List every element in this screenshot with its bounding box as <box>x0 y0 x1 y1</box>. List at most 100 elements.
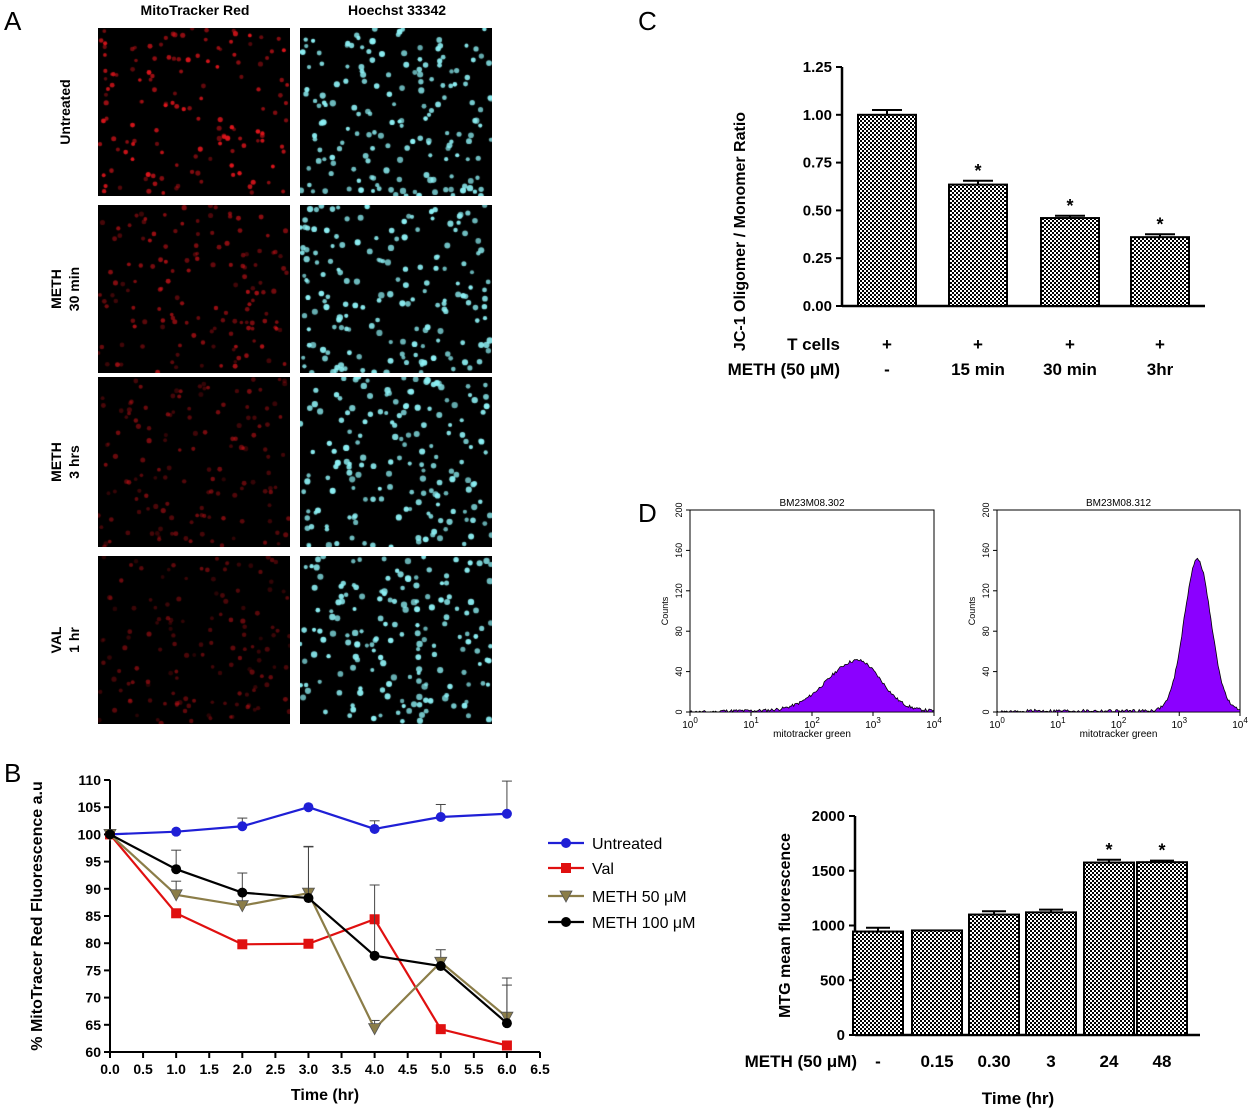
x-tick-label: 102 <box>1111 716 1127 731</box>
data-point <box>303 802 314 813</box>
x-tick-label: 102 <box>804 716 820 731</box>
significance-star: * <box>974 161 981 181</box>
legend-item: METH 100 μM <box>548 915 695 932</box>
y-tick-label: 160 <box>981 543 991 558</box>
y-tick-label: 80 <box>674 626 684 636</box>
category-label: 0.30 <box>977 1052 1010 1071</box>
x-tick-label: 104 <box>926 716 942 731</box>
y-tick-label: 1500 <box>812 863 845 880</box>
y-tick-label: 85 <box>85 908 101 924</box>
legend-marker <box>559 890 573 903</box>
table-cell: + <box>1065 335 1075 354</box>
x-tick-label: 101 <box>1050 716 1066 731</box>
y-tick-label: 1000 <box>812 918 845 935</box>
x-tick-label: 100 <box>989 716 1005 731</box>
y-tick-label: 500 <box>820 972 845 989</box>
data-point <box>105 829 115 840</box>
data-point <box>435 811 446 822</box>
y-tick-label: 0.50 <box>803 202 832 219</box>
y-axis-label: MTG mean fluorescence <box>777 833 794 1018</box>
data-point <box>303 938 314 949</box>
bar <box>948 183 1008 307</box>
x-tick-label: 1.5 <box>199 1061 219 1077</box>
y-tick-label: 95 <box>85 854 101 870</box>
y-tick-label: 60 <box>85 1044 101 1060</box>
data-point <box>237 821 248 832</box>
mitotracker-image <box>98 377 290 547</box>
legend-label: METH 100 μM <box>592 915 695 932</box>
data-point <box>501 1018 512 1029</box>
row-label: 30 min <box>66 267 82 311</box>
hoechst-image <box>300 28 492 196</box>
row-label: METH <box>48 269 64 309</box>
y-tick-label: 0 <box>674 709 684 714</box>
y-tick-label: 200 <box>674 502 684 517</box>
data-point <box>237 939 248 950</box>
data-point <box>237 887 248 898</box>
histogram-1: BM23M08.312 0 40 80 120 160 200 Counts 100 101 102… <box>967 498 1248 740</box>
bar-chart-d: 0 500 1000 1500 2000 MTG mean fluorescence - 0.… <box>745 808 1200 1108</box>
y-tick-label: 0.00 <box>803 298 832 315</box>
y-tick-label: 0 <box>981 709 991 714</box>
row-label: VAL <box>48 626 64 653</box>
y-tick-label: 75 <box>85 962 101 978</box>
y-tick-label: 110 <box>78 772 101 788</box>
x-tick-label: 5.5 <box>464 1061 484 1077</box>
data-point <box>367 1023 382 1036</box>
significance-star: * <box>1066 196 1073 216</box>
column-label-hoechst: Hoechst 33342 <box>348 2 446 18</box>
legend-marker <box>561 917 571 927</box>
bar <box>968 913 1020 1036</box>
bar <box>857 113 917 307</box>
x-tick-label: 2.5 <box>266 1061 286 1077</box>
y-tick-label: 80 <box>981 626 991 636</box>
table-cell: + <box>882 335 892 354</box>
hoechst-image <box>300 377 492 547</box>
table-cell: 30 min <box>1043 360 1097 379</box>
legend-item: METH 50 μM <box>548 889 687 906</box>
bar <box>1083 861 1135 1036</box>
x-tick-label: 101 <box>743 716 759 731</box>
bar <box>1025 911 1077 1036</box>
y-axis-label: % MitoTracer Red Fluorescence a.u <box>29 781 46 1050</box>
y-tick-label: 1.25 <box>803 59 832 76</box>
legend-label: Untreated <box>592 836 662 853</box>
data-point <box>369 950 380 961</box>
data-point <box>435 1024 446 1035</box>
legend-item: Untreated <box>548 836 662 853</box>
data-point <box>171 908 182 919</box>
x-tick-label: 1.0 <box>166 1061 186 1077</box>
row-label: METH (50 μM) <box>745 1052 857 1071</box>
x-tick-label: 3.0 <box>299 1061 319 1077</box>
row-label: Untreated <box>57 79 73 144</box>
data-point <box>303 893 314 904</box>
histogram-fill <box>996 557 1241 713</box>
data-point <box>171 826 182 837</box>
histogram-ylabel: Counts <box>967 596 977 625</box>
panel-letter-d: D <box>638 498 657 528</box>
y-tick-label: 90 <box>85 881 101 897</box>
histogram-title: BM23M08.302 <box>779 498 844 509</box>
y-tick-label: 200 <box>981 502 991 517</box>
category-label: - <box>875 1052 881 1071</box>
hoechst-image <box>300 205 492 373</box>
x-tick-label: 2.0 <box>233 1061 253 1077</box>
table-row-label: METH (50 μM) <box>728 360 840 379</box>
row-label: METH <box>48 442 64 482</box>
category-label: 48 <box>1153 1052 1172 1071</box>
column-label-mitotracker: MitoTracker Red <box>141 2 250 18</box>
legend-label: Val <box>592 861 614 878</box>
legend-marker <box>561 863 571 873</box>
histogram-xlabel: mitotracker green <box>1080 729 1158 740</box>
y-tick-label: 0.75 <box>803 155 832 172</box>
x-tick-label: 103 <box>865 716 881 731</box>
histograms-d: BM23M08.302 0 40 80 120 160 200 Counts 100 101 102… <box>660 498 1248 740</box>
data-point <box>435 961 446 972</box>
y-tick-label: 2000 <box>812 808 845 825</box>
y-tick-label: 0 <box>837 1027 845 1044</box>
x-tick-label: 104 <box>1232 716 1248 731</box>
category-label: 0.15 <box>920 1052 953 1071</box>
y-tick-label: 80 <box>85 935 101 951</box>
